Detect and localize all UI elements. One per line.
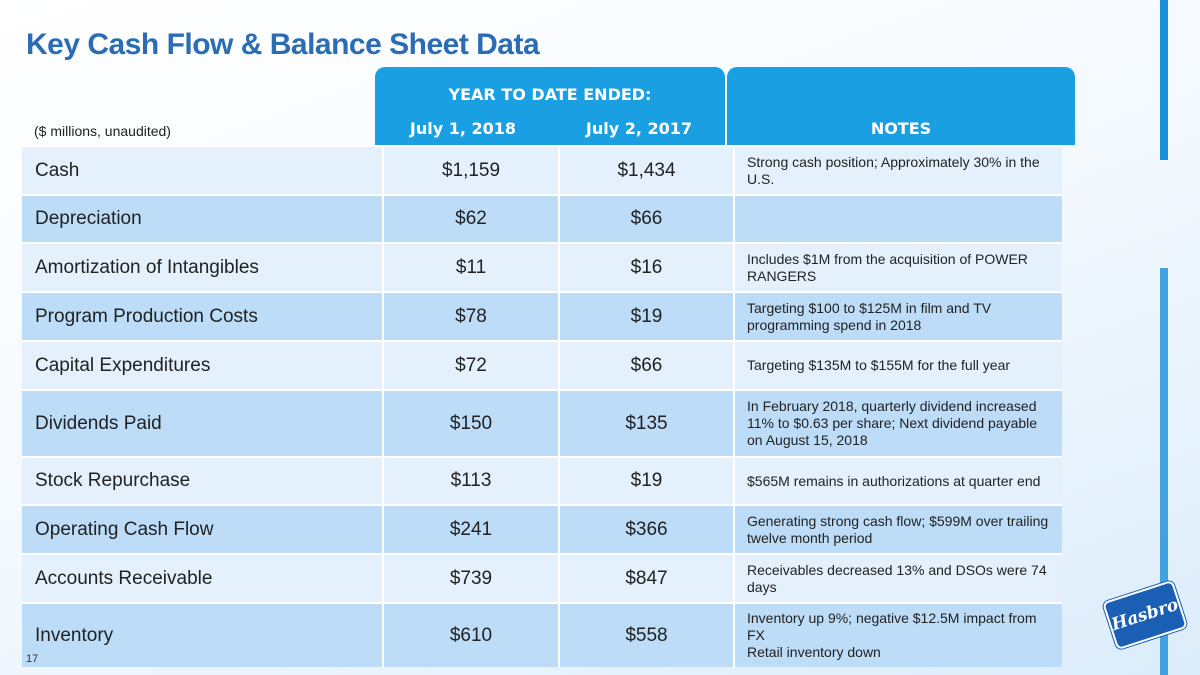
note-text: Targeting $135M to $155M for the full ye… (747, 357, 1011, 373)
decor-bar (1160, 268, 1168, 675)
units-note: ($ millions, unaudited) (34, 123, 171, 139)
row-label: Dividends Paid (35, 412, 162, 434)
notes-cell: Targeting $135M to $155M for the full ye… (733, 342, 1062, 389)
table-row: Amortization of Intangibles $11 $16 Include… (22, 242, 1062, 291)
note-text: Includes $1M from the acquisition of POW… (747, 250, 1028, 284)
decor-bar (1160, 0, 1168, 160)
logo: Hasbro (1102, 579, 1188, 651)
notes-cell (733, 196, 1062, 242)
cell-value: $150 (382, 391, 558, 456)
column-heading: July 1, 2018 (409, 119, 517, 138)
notes-heading: NOTES (870, 119, 932, 138)
table-row: Dividends Paid $150 $135 In February 2018, … (22, 389, 1062, 456)
cell-value: $72 (382, 342, 558, 389)
cell-value: $11 (382, 244, 558, 291)
row-label: Capital Expenditures (35, 354, 211, 376)
cell-value: $366 (558, 506, 733, 553)
table-row: Cash $1,159 $1,434 Strong cash position; Ap… (22, 145, 1062, 194)
note-text: $565M remains in authorizations at quart… (747, 472, 1041, 489)
note-text: Strong cash position; Approximately 30% … (747, 153, 1040, 187)
cell-value: $19 (558, 458, 733, 504)
row-label: Amortization of Intangibles (35, 256, 259, 278)
row-label: Accounts Receivable (35, 567, 213, 589)
period-heading: YEAR TO DATE ENDED: (448, 85, 652, 104)
note-text: Receivables decreased 13% and DSOs were … (747, 561, 1047, 595)
cell-value: $66 (558, 196, 733, 242)
cell-value: $739 (382, 555, 558, 602)
cell-value: $610 (382, 604, 558, 667)
row-label: Cash (35, 159, 80, 181)
cell-value: $558 (558, 604, 733, 667)
row-label: Program Production Costs (35, 305, 258, 327)
row-label: Inventory (35, 624, 114, 646)
page-number: 17 (26, 653, 39, 665)
cell-value: $78 (382, 293, 558, 340)
notes-cell: Strong cash position; Approximately 30% … (733, 147, 1062, 194)
period-header: YEAR TO DATE ENDED: July 1, 2018 July 2,… (375, 67, 725, 145)
notes-cell: Includes $1M from the acquisition of POW… (733, 244, 1062, 291)
cell-value: $66 (558, 342, 733, 389)
cell-value: $135 (558, 391, 733, 456)
cell-value: $19 (558, 293, 733, 340)
notes-cell: In February 2018, quarterly dividend inc… (733, 391, 1062, 456)
table-row: Capital Expenditures $72 $66 Targeting $135… (22, 340, 1062, 389)
cell-value: $1,434 (558, 147, 733, 194)
notes-cell: Targeting $100 to $125M in film and TV p… (733, 293, 1062, 340)
slide-title: Key Cash Flow & Balance Sheet Data (26, 28, 540, 61)
notes-header: NOTES (727, 67, 1075, 145)
note-text: Targeting $100 to $125M in film and TV p… (747, 299, 992, 333)
cell-value: $241 (382, 506, 558, 553)
table-row: Inventory $610 $558 Inventory up 9%; negati… (22, 602, 1062, 667)
cell-value: $62 (382, 196, 558, 242)
table-row: Program Production Costs $78 $19 Targeting … (22, 291, 1062, 340)
cell-value: $1,159 (382, 147, 558, 194)
notes-cell: Receivables decreased 13% and DSOs were … (733, 555, 1062, 602)
notes-cell: Inventory up 9%; negative $12.5M impact … (733, 604, 1062, 667)
table-row: Stock Repurchase $113 $19 $565M remains in … (22, 456, 1062, 504)
row-label: Depreciation (35, 208, 142, 229)
cell-value: $16 (558, 244, 733, 291)
row-label: Operating Cash Flow (35, 518, 214, 540)
cell-value: $113 (382, 458, 558, 504)
note-text: Retail inventory down (747, 644, 881, 660)
table-row: Accounts Receivable $739 $847 Receivables d… (22, 553, 1062, 602)
table-row: Operating Cash Flow $241 $366 Generating st… (22, 504, 1062, 553)
notes-cell: $565M remains in authorizations at quart… (733, 458, 1062, 504)
cell-value: $847 (558, 555, 733, 602)
notes-cell: Generating strong cash flow; $599M over … (733, 506, 1062, 553)
table-row: Depreciation $62 $66 (22, 194, 1062, 242)
note-text: In February 2018, quarterly dividend inc… (747, 398, 1038, 448)
column-heading: July 2, 2017 (585, 119, 693, 138)
row-label: Stock Repurchase (35, 470, 191, 491)
note-text: Generating strong cash flow; $599M over … (747, 512, 1049, 546)
note-text: Inventory up 9%; negative $12.5M impact … (747, 610, 1037, 643)
